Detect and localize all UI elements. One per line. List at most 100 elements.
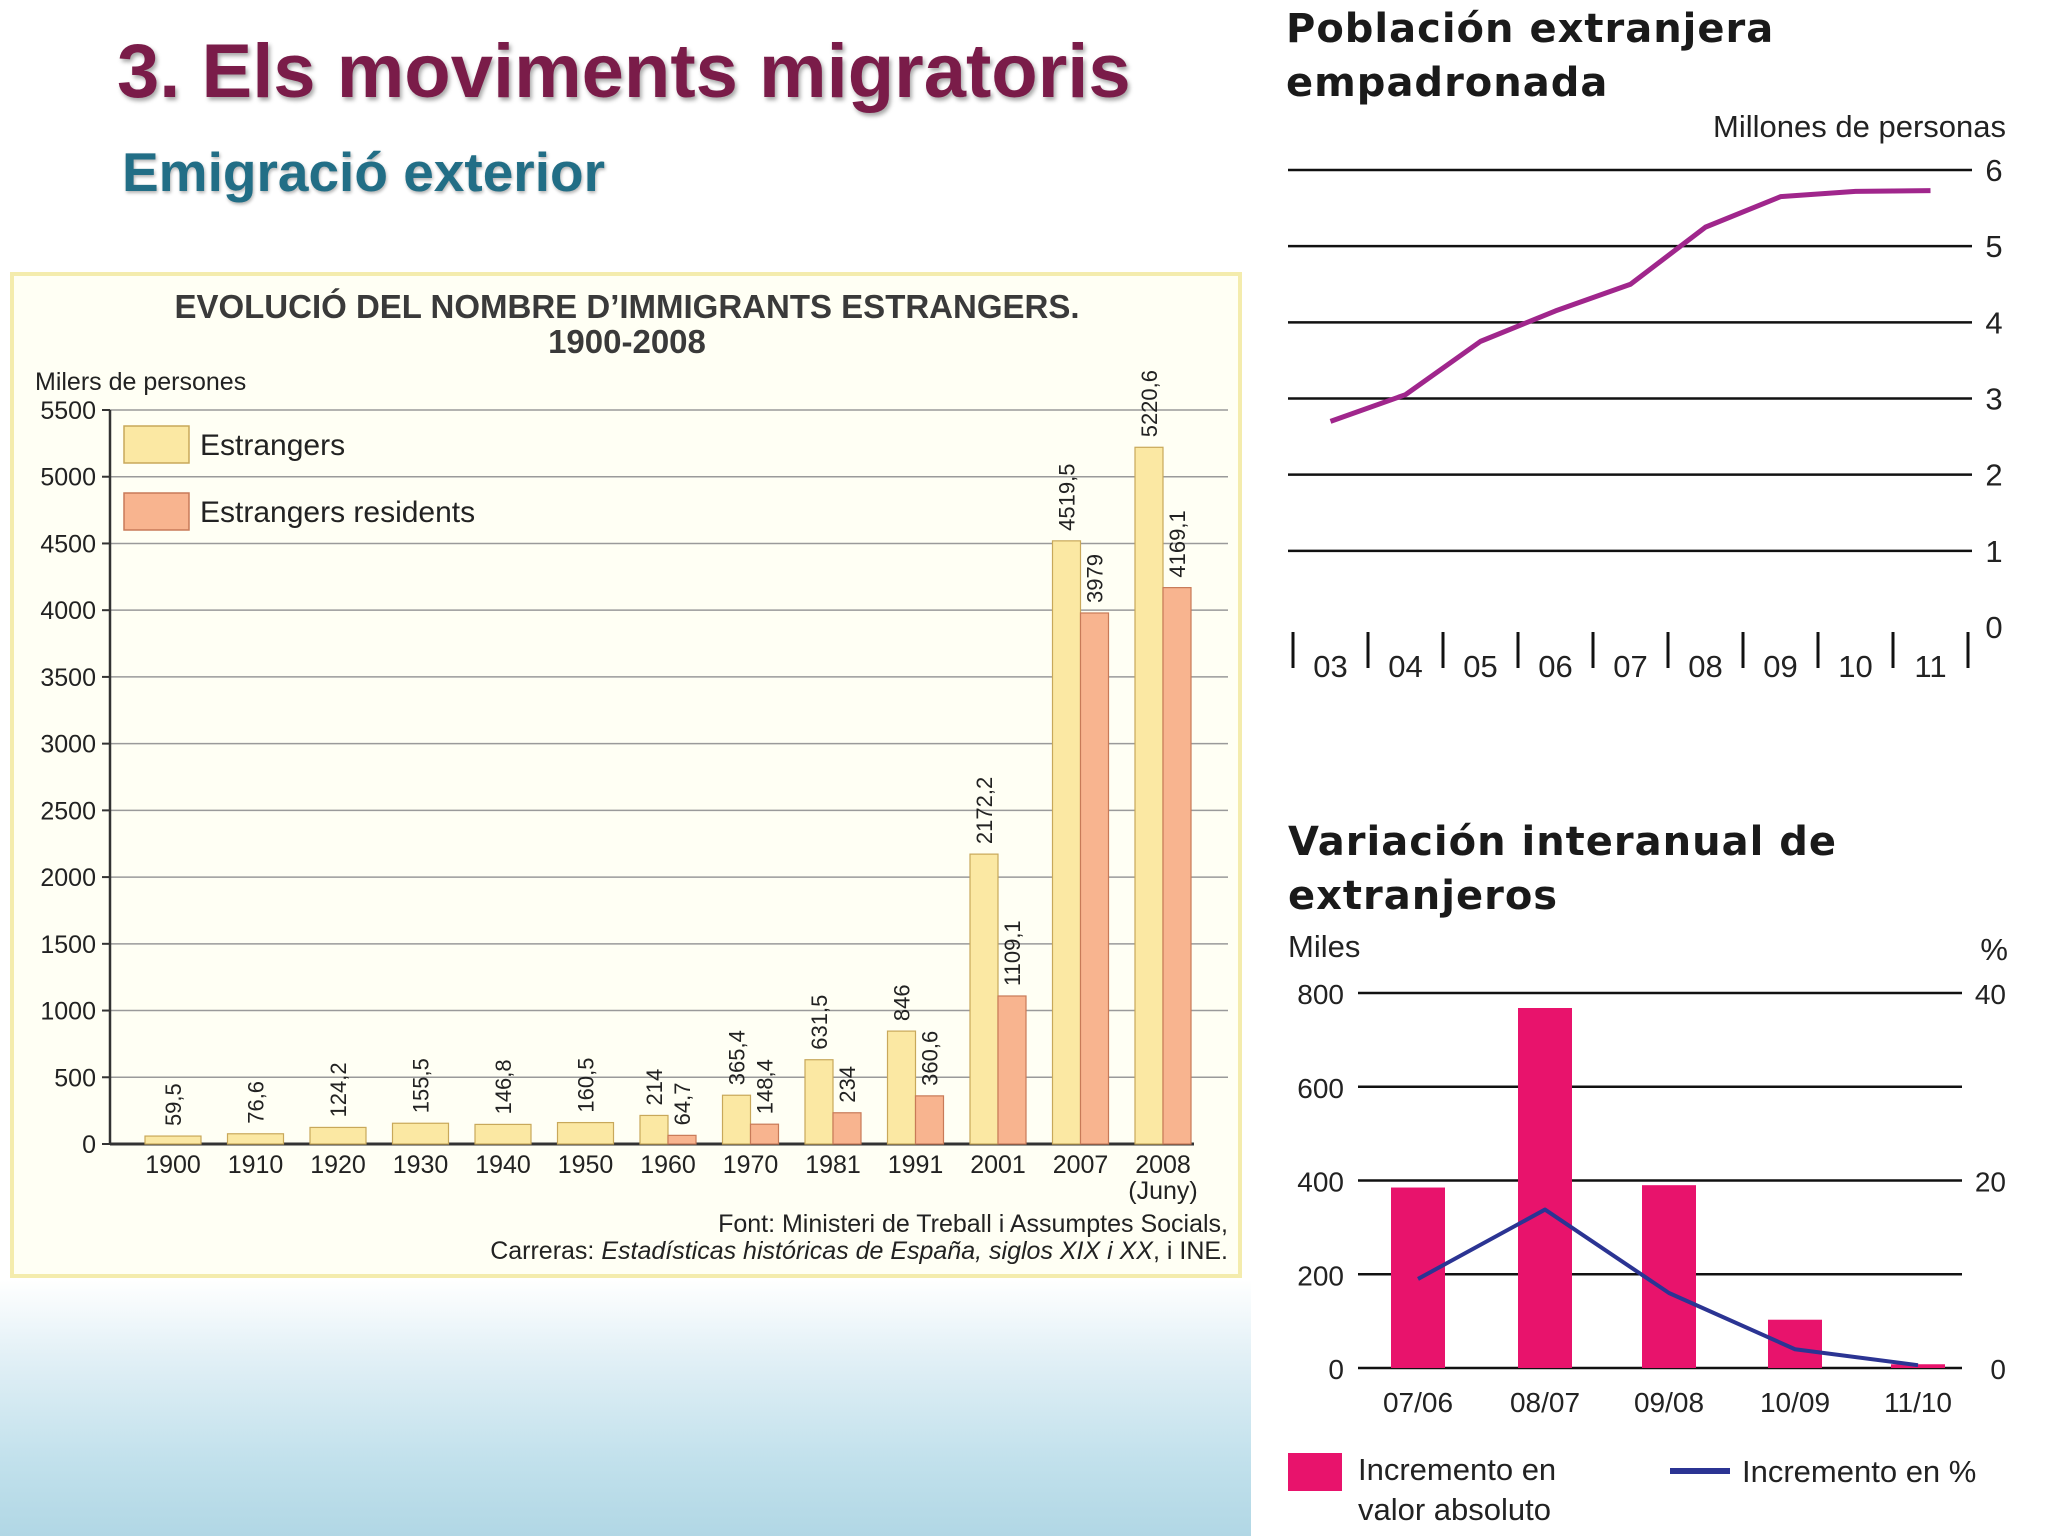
data-label-residents-1991: 360,6 [918, 1031, 943, 1086]
bar-estrangers-1970 [721, 1094, 752, 1145]
data-label-estrangers-1960: 214 [642, 1069, 667, 1106]
chart2-x-tick-label: 11 [1914, 649, 1946, 684]
chart2-x-tick-label: 09 [1763, 649, 1797, 684]
data-label-residents-2008: 4169,1 [1165, 510, 1190, 577]
chart1-source-line1: Font: Ministeri de Treball i Assumptes S… [718, 1210, 1228, 1238]
bar-absolute-10/09 [1768, 1319, 1822, 1368]
chart3-y-left-tick-label: 400 [1297, 1167, 1344, 1198]
chart2-x-tick-label: 04 [1388, 649, 1422, 684]
chart1-x-tick-label: 2007 [1053, 1151, 1109, 1179]
data-label-estrangers-1910: 76,6 [244, 1081, 269, 1124]
chart1-y-tick-label: 0 [82, 1131, 96, 1159]
chart1-x-tick-label: 1900 [145, 1151, 201, 1179]
chart3-title-line1: Variación interanual de [1288, 819, 1837, 865]
bar-estrangers-1950 [556, 1121, 615, 1145]
immigrants-chart-panel [10, 272, 1242, 1278]
slide-subtitle: Emigració exterior [122, 141, 605, 203]
bar-absolute-09/08 [1642, 1185, 1696, 1368]
chart1-y-tick-label: 5500 [40, 397, 96, 425]
data-label-residents-2007: 3979 [1083, 554, 1108, 603]
chart2-y-tick-label: 3 [1985, 382, 2002, 417]
source-prefix: Carreras: [490, 1237, 601, 1265]
legend-swatch-absolute [1288, 1453, 1342, 1491]
bar-residents-1991 [914, 1095, 945, 1145]
legend-label-estrangers: Estrangers [200, 429, 345, 462]
chart2-y-tick-label: 5 [1985, 229, 2002, 264]
chart1-x-tick-label: 1991 [888, 1151, 944, 1179]
data-label-estrangers-1991: 846 [890, 984, 915, 1021]
legend-swatch-estrangers [123, 425, 190, 464]
chart3-percent-line [1417, 1207, 1919, 1368]
chart1-x-tick-label: 1910 [228, 1151, 284, 1179]
chart3-y-right-label: % [1980, 932, 2008, 967]
chart2-x-tick-label: 03 [1313, 649, 1347, 684]
chart3-y-left-tick-label: 800 [1297, 979, 1344, 1010]
chart3-title-line2: extranjeros [1288, 873, 1559, 919]
chart1-x-tick-label: 1940 [475, 1151, 531, 1179]
chart2-x-tick-label: 08 [1688, 649, 1722, 684]
source-italic: Estadísticas históricas de España, siglo… [601, 1237, 1154, 1265]
chart1-subtitle: 1900-2008 [548, 323, 706, 360]
data-label-residents-1981: 234 [835, 1066, 860, 1103]
legend-swatch-residents [123, 492, 190, 531]
chart2-x-tick-label: 06 [1538, 649, 1572, 684]
data-label-estrangers-2001: 2172,2 [972, 777, 997, 844]
chart1-y-axis-label: Milers de persones [35, 368, 246, 396]
data-label-residents-2001: 1109,1 [1000, 920, 1025, 986]
bar-residents-1970 [749, 1123, 780, 1145]
data-label-estrangers-2008: 5220,6 [1137, 370, 1162, 437]
chart2-title-line2: empadronada [1286, 60, 1609, 106]
slide-title: 3. Els moviments migratoris [117, 29, 1131, 114]
chart1-y-tick-label: 2000 [40, 864, 96, 892]
chart1-x-tick-label: 2001 [970, 1151, 1026, 1179]
chart3-x-tick-label: 08/07 [1510, 1387, 1580, 1418]
bar-estrangers-1960 [639, 1114, 669, 1145]
background-gradient [0, 1280, 1251, 1536]
chart1-y-tick-label: 4500 [40, 530, 96, 558]
data-label-estrangers-1930: 155,5 [409, 1058, 434, 1113]
data-label-estrangers-2007: 4519,5 [1055, 464, 1080, 531]
data-label-estrangers-1981: 631,5 [807, 995, 832, 1050]
data-label-residents-1970: 148,4 [753, 1059, 778, 1114]
chart2-x-tick-label: 07 [1613, 649, 1647, 684]
source-suffix: , i INE. [1153, 1237, 1228, 1265]
bar-residents-2001 [997, 995, 1027, 1145]
chart3-y-left-tick-label: 0 [1328, 1354, 1344, 1385]
chart3-x-tick-label: 09/08 [1634, 1387, 1704, 1418]
data-label-estrangers-1920: 124,2 [326, 1062, 351, 1117]
chart1-y-tick-label: 1500 [40, 931, 96, 959]
chart1-y-tick-label: 4000 [40, 597, 96, 625]
chart1-source-line2: Carreras: Estadísticas históricas de Esp… [490, 1237, 1228, 1265]
bar-estrangers-1940 [474, 1123, 532, 1145]
chart3-y-right-tick-label: 0 [1990, 1354, 2006, 1385]
chart3-y-left-tick-label: 200 [1297, 1260, 1344, 1291]
chart1-x-tick-label: 1970 [723, 1151, 779, 1179]
chart3-y-left-label: Miles [1288, 929, 1360, 964]
bar-absolute-08/07 [1518, 1008, 1572, 1368]
chart1-y-tick-label: 2500 [40, 797, 96, 825]
chart2-x-tick-label: 10 [1838, 649, 1872, 684]
chart1-x-tick-label: 2008 [1135, 1151, 1191, 1179]
data-label-estrangers-1940: 146,8 [491, 1059, 516, 1114]
chart1-x-tick-label: 1950 [558, 1151, 614, 1179]
chart2-y-tick-label: 1 [1985, 534, 2002, 569]
data-label-estrangers-1970: 365,4 [725, 1030, 750, 1085]
chart3-x-tick-label: 10/09 [1760, 1387, 1830, 1418]
chart3-x-tick-label: 07/06 [1383, 1387, 1453, 1418]
data-label-estrangers-1900: 59,5 [161, 1083, 186, 1126]
chart2-x-tick-label: 05 [1463, 649, 1497, 684]
chart3-y-right-tick-label: 20 [1975, 1167, 2006, 1198]
legend-label-absolute-line2: valor absoluto [1358, 1492, 1551, 1527]
legend-label-percent: Incremento en % [1742, 1454, 1976, 1489]
bar-residents-1960 [667, 1134, 697, 1145]
chart2-y-tick-label: 0 [1985, 610, 2002, 645]
bar-estrangers-1981 [804, 1059, 834, 1145]
chart1-x-note: (Juny) [1128, 1177, 1197, 1205]
bar-estrangers-2008 [1134, 446, 1164, 1145]
data-label-residents-1960: 64,7 [670, 1083, 695, 1126]
legend-label-residents: Estrangers residents [200, 496, 475, 529]
bar-estrangers-1910 [226, 1133, 285, 1145]
